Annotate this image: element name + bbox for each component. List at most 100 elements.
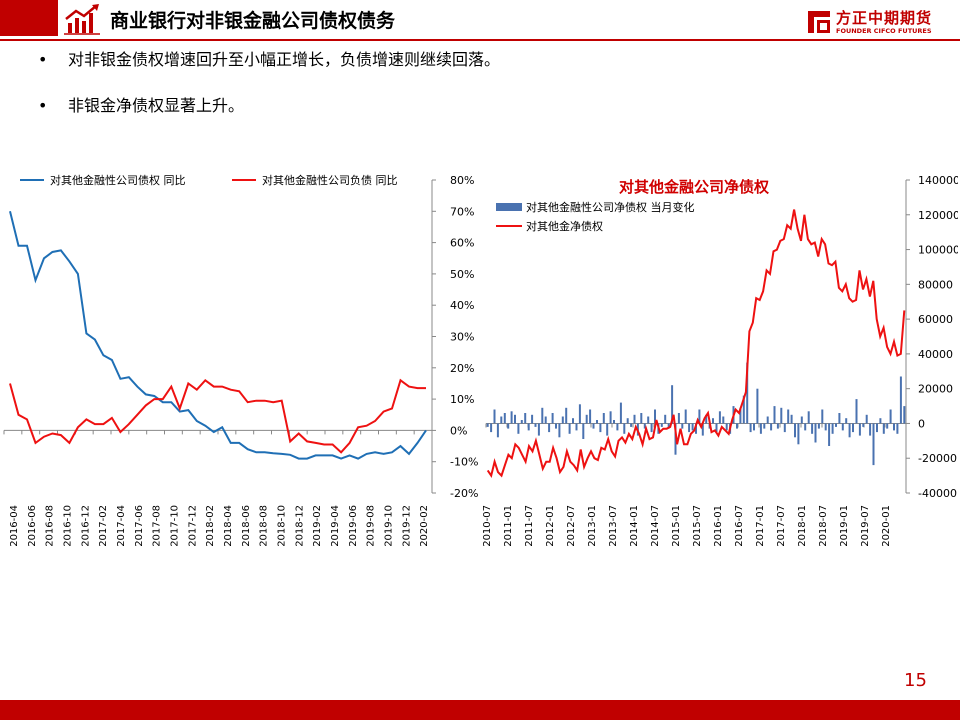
bar <box>776 423 779 429</box>
bar <box>695 423 697 434</box>
x-tick-label: 2019-02 <box>312 505 323 547</box>
legend-label: 对其他金净债权 <box>526 219 603 233</box>
x-tick-label: 2016-12 <box>80 505 91 547</box>
bar <box>865 414 868 424</box>
x-tick-label: 2012-07 <box>566 505 577 547</box>
page-title: 商业银行对非银金融公司债权债务 <box>110 10 396 32</box>
x-tick-label: 2018-01 <box>797 505 808 547</box>
bar <box>626 418 629 424</box>
legend-swatch <box>496 203 522 211</box>
y-tick-label: 50% <box>450 268 474 281</box>
x-tick-label: 2020-01 <box>881 505 892 547</box>
bar <box>623 423 626 434</box>
bar <box>575 423 578 431</box>
bar <box>507 423 510 429</box>
bar <box>763 423 766 429</box>
x-tick-label: 2015-01 <box>671 505 682 547</box>
x-tick-label: 2013-01 <box>587 505 598 547</box>
bar <box>582 423 585 439</box>
bar <box>524 413 527 424</box>
bar <box>783 423 786 433</box>
bar <box>537 423 540 436</box>
x-tick-label: 2018-07 <box>818 505 829 547</box>
legend-label: 对其他金融性公司负债 同比 <box>262 173 398 187</box>
x-tick-label: 2014-07 <box>650 505 661 547</box>
bar <box>500 416 503 424</box>
x-tick-label: 2019-08 <box>366 505 377 547</box>
net-claims-chart: 140000 120000 100000 80000 60000 40000 20000 0 -… <box>478 168 958 588</box>
y-tick-label: 70% <box>450 205 474 218</box>
company-logo-icon <box>808 11 830 33</box>
bar <box>561 416 564 424</box>
bar <box>858 423 861 436</box>
bar <box>664 414 667 424</box>
y-tick-label: 0 <box>918 417 925 430</box>
bar <box>876 423 878 433</box>
bar <box>807 411 810 424</box>
bar <box>817 423 820 429</box>
x-tick-label: 2019-10 <box>383 505 394 547</box>
bar <box>630 423 633 427</box>
x-tick-label: 2014-01 <box>629 505 640 547</box>
bar <box>613 420 615 424</box>
y-tick-label: 20% <box>450 362 474 375</box>
y-tick-label: 60000 <box>918 313 953 326</box>
bar <box>596 420 598 424</box>
bar <box>647 416 650 424</box>
x-tick-label: 2018-04 <box>223 505 234 547</box>
bar <box>869 423 872 436</box>
bar <box>551 413 554 424</box>
bar <box>503 413 506 424</box>
bar <box>746 362 749 424</box>
bullet-text: 非银金净债权显著上升。 <box>68 96 245 115</box>
x-tick-label: 2017-06 <box>134 505 145 547</box>
bar <box>715 423 718 433</box>
header-accent-bar <box>0 0 58 36</box>
bar <box>493 409 496 424</box>
bar <box>718 411 721 424</box>
bar <box>558 423 561 438</box>
bar <box>845 418 848 424</box>
bar <box>520 420 523 424</box>
bar <box>712 418 714 424</box>
page-number: 15 <box>904 670 927 691</box>
x-tick-label: 2010-07 <box>482 505 493 547</box>
x-tick-label: 2019-06 <box>348 505 359 547</box>
bar <box>814 423 817 443</box>
bar <box>650 423 653 433</box>
x-tick-label: 2018-06 <box>241 505 252 547</box>
footer-bar <box>0 700 960 720</box>
y-tick-label: 100000 <box>918 244 958 257</box>
company-logo-cn: 方正中期期货 <box>836 9 933 27</box>
bar <box>602 413 605 424</box>
company-logo-en: FOUNDER CIFCO FUTURES <box>836 27 932 35</box>
bar <box>824 423 827 431</box>
bar <box>667 423 670 429</box>
bar <box>691 423 694 431</box>
bar <box>681 423 684 429</box>
x-tick-label: 2015-07 <box>692 505 703 547</box>
bar <box>797 423 800 445</box>
legend-label: 对其他金融性公司债权 同比 <box>50 173 186 187</box>
bar <box>899 376 902 424</box>
bar <box>835 423 837 427</box>
series-line <box>9 378 426 454</box>
bar <box>654 409 656 424</box>
bar <box>510 411 513 424</box>
bar <box>572 418 574 424</box>
y-tick-label: -20000 <box>918 452 957 465</box>
bar <box>568 423 571 434</box>
bar <box>548 423 551 433</box>
x-tick-label: 2019-07 <box>860 505 871 547</box>
bullet-mark: • <box>38 50 48 69</box>
x-tick-label: 2017-02 <box>98 505 109 547</box>
bar <box>633 414 636 424</box>
bar <box>893 423 895 431</box>
x-tick-label: 2017-01 <box>755 505 766 547</box>
x-tick-label: 2017-04 <box>116 505 127 547</box>
y-tick-label: 40000 <box>918 348 953 361</box>
x-tick-label: 2016-04 <box>9 505 20 547</box>
bar <box>705 414 708 424</box>
x-tick-label: 2017-08 <box>152 505 163 547</box>
bar <box>698 409 701 424</box>
